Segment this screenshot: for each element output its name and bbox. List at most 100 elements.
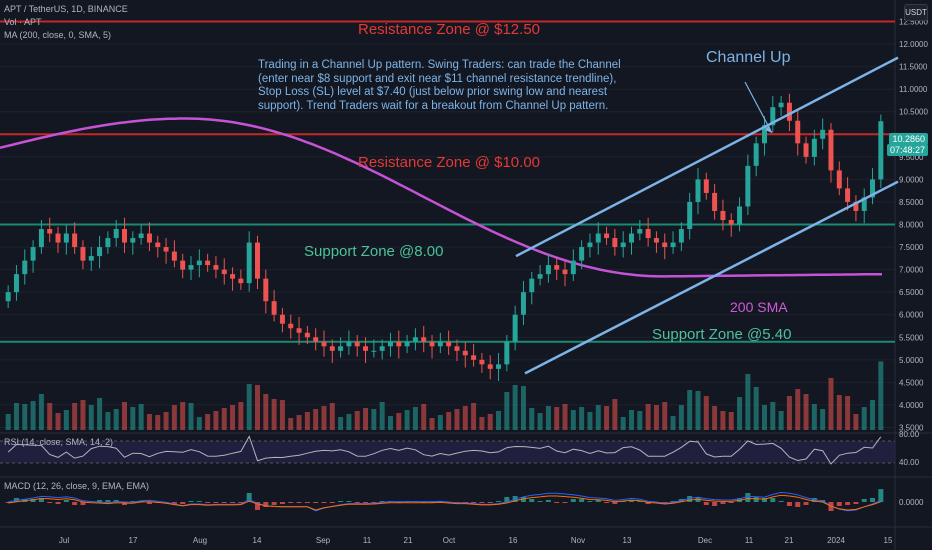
volume-bar <box>637 411 643 430</box>
rsi-band <box>0 441 895 463</box>
macd-histogram-bar <box>146 502 152 504</box>
candle-body <box>38 229 44 248</box>
volume-bar <box>653 405 659 430</box>
candle-body <box>878 121 884 180</box>
candle-body <box>496 364 502 369</box>
candle-body <box>512 314 518 342</box>
volume-bar <box>171 405 177 430</box>
candle-body <box>712 192 718 211</box>
price-tick-label: 12.5000 <box>899 18 928 27</box>
candle-body <box>678 229 684 243</box>
macd-histogram-bar <box>545 500 551 502</box>
volume-bar <box>520 386 526 430</box>
candle-body <box>545 265 551 275</box>
volume-bar <box>545 406 551 430</box>
candle-body <box>80 247 86 261</box>
volume-bar <box>537 413 543 430</box>
volume-bar <box>47 403 53 430</box>
candle-body <box>579 247 585 261</box>
macd-histogram-bar <box>97 500 103 502</box>
volume-bar <box>155 415 161 430</box>
candle-body <box>47 229 53 234</box>
volume-bar <box>205 414 211 430</box>
channel-upper-line <box>515 56 899 258</box>
candle-body <box>329 346 335 351</box>
macd-histogram-bar <box>329 502 335 503</box>
volume-bar <box>720 411 726 430</box>
macd-histogram-bar <box>520 497 526 502</box>
volume-bar <box>22 404 28 430</box>
price-tick-label: 5.0000 <box>899 356 924 365</box>
macd-histogram-bar <box>180 502 186 504</box>
candle-body <box>778 102 784 108</box>
price-tick-label: 6.5000 <box>899 288 924 297</box>
candle-body <box>429 341 435 347</box>
volume-bar <box>363 408 369 430</box>
currency-unit-button[interactable]: USDT <box>904 4 928 21</box>
volume-bar <box>695 391 701 430</box>
volume-bar <box>421 404 427 430</box>
volume-bar <box>97 398 103 430</box>
volume-bar <box>753 387 759 430</box>
macd-histogram-bar <box>878 489 884 502</box>
volume-bar <box>662 402 668 430</box>
support-mid-label: Support Zone @8.00 <box>304 243 444 260</box>
candle-body <box>845 188 851 202</box>
volume-bar <box>271 399 277 430</box>
macd-histogram-bar <box>288 502 294 503</box>
macd-histogram-bar <box>712 502 718 506</box>
macd-histogram-bar <box>47 502 53 503</box>
price-tick-label: 12.0000 <box>899 40 928 49</box>
candle-body <box>570 260 576 275</box>
volume-bar <box>504 392 510 430</box>
volume-bar <box>321 406 327 430</box>
macd-histogram-bar <box>271 502 277 505</box>
candle-body <box>471 355 477 360</box>
channel-arrow-head <box>765 125 772 133</box>
volume-bar <box>105 412 111 430</box>
volume-bar <box>487 414 493 430</box>
rsi-tick-label: 80.00 <box>899 430 920 439</box>
ma-legend: MA (200, close, 0, SMA, 5) <box>4 30 112 40</box>
rsi-pane <box>0 435 895 465</box>
macd-histogram-bar <box>230 502 236 503</box>
macd-histogram-bar <box>188 501 194 502</box>
candle-body <box>604 233 610 239</box>
candle-body <box>529 278 535 293</box>
candle-body <box>105 238 111 248</box>
volume-bar <box>338 417 344 430</box>
symbol-legend: APT / TetherUS, 1D, BINANCE <box>4 4 128 14</box>
volume-legend: Vol · APT <box>4 17 42 27</box>
macd-histogram-bar <box>221 502 227 503</box>
macd-histogram-bar <box>171 502 177 504</box>
candle-body <box>770 107 776 126</box>
macd-histogram-bar <box>870 498 876 502</box>
macd-histogram-bar <box>38 498 44 502</box>
macd-histogram-bar <box>529 499 535 502</box>
price-tick-label: 3.5000 <box>899 423 924 432</box>
candle-body <box>88 256 94 261</box>
macd-legend: MACD (12, 26, close, 9, EMA, EMA) <box>4 481 150 491</box>
macd-histogram-bar <box>629 500 634 502</box>
volume-bar <box>703 396 709 430</box>
macd-histogram-bar <box>205 502 211 503</box>
volume-bar <box>304 412 310 430</box>
volume-bar <box>554 407 560 430</box>
volume-bar <box>761 405 767 430</box>
macd-histogram-bar <box>279 502 285 504</box>
volume-bar <box>412 407 418 430</box>
macd-histogram-bar <box>5 502 11 503</box>
candle-body <box>612 238 618 248</box>
candle-body <box>620 242 626 248</box>
rsi-line <box>7 435 882 465</box>
candle-body <box>695 179 701 202</box>
price-tick-label: 4.5000 <box>899 378 924 387</box>
volume-bar <box>38 394 44 430</box>
time-tick-label: Aug <box>193 536 207 545</box>
candle-body <box>479 359 485 365</box>
volume-bar <box>279 400 285 430</box>
candle-body <box>404 341 410 347</box>
volume-bar <box>712 406 718 430</box>
time-tick-label: 2024 <box>827 536 845 545</box>
